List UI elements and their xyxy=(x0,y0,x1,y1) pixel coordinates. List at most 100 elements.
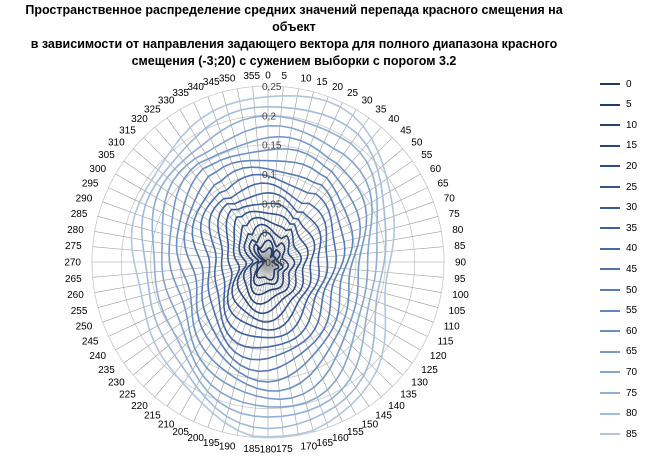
radial-tick-label: 0,2 xyxy=(262,111,276,122)
angle-tick-label: 205 xyxy=(172,427,189,438)
legend-label: 65 xyxy=(626,346,638,358)
angle-tick-label: 245 xyxy=(82,337,99,348)
series-line-15 xyxy=(242,223,296,305)
spoke-line xyxy=(193,261,269,422)
legend-label: 25 xyxy=(626,181,638,193)
spoke-line xyxy=(267,88,299,263)
angle-tick-label: 350 xyxy=(219,73,236,84)
angle-tick-label: 0 xyxy=(265,71,271,82)
spoke-line xyxy=(143,261,269,387)
angle-tick-label: 60 xyxy=(430,164,442,175)
legend-swatch xyxy=(600,186,620,188)
legend-label: 35 xyxy=(626,222,638,234)
spoke-line xyxy=(207,96,269,263)
legend-item: 25 xyxy=(600,181,637,193)
legend-label: 15 xyxy=(626,140,638,152)
angle-tick-label: 300 xyxy=(89,164,106,175)
legend-swatch xyxy=(600,247,620,250)
angle-tick-label: 265 xyxy=(65,274,82,285)
angle-tick-label: 210 xyxy=(158,419,175,430)
spoke-line xyxy=(179,109,269,263)
angle-tick-label: 25 xyxy=(347,88,359,99)
angle-tick-label: 140 xyxy=(388,401,405,412)
spoke-line xyxy=(267,148,404,263)
legend-item: 10 xyxy=(600,119,637,131)
legend-swatch xyxy=(600,227,620,230)
angle-tick-label: 130 xyxy=(411,378,428,389)
legend-item: 45 xyxy=(600,263,637,275)
angle-tick-label: 200 xyxy=(187,433,204,444)
angle-tick-label: 40 xyxy=(388,114,400,125)
legend-item: 70 xyxy=(600,366,637,378)
angle-tick-label: 125 xyxy=(421,365,438,376)
spoke-line xyxy=(267,261,444,278)
spoke-line xyxy=(115,173,269,263)
spoke-line xyxy=(267,96,329,263)
spoke-line xyxy=(102,261,269,323)
legend-label: 85 xyxy=(626,428,638,440)
legend-swatch xyxy=(600,103,620,106)
legend-swatch xyxy=(600,412,620,415)
chart-title-line-1: Пространственное распределение средних з… xyxy=(25,3,563,34)
angle-tick-label: 280 xyxy=(67,225,84,236)
angle-tick-label: 110 xyxy=(444,322,460,333)
angle-tick-label: 90 xyxy=(455,258,467,269)
angle-tick-label: 80 xyxy=(452,225,464,236)
angle-tick-label: 270 xyxy=(64,258,81,269)
angle-tick-label: 340 xyxy=(187,82,204,93)
angle-tick-label: 50 xyxy=(411,137,423,148)
spoke-line xyxy=(267,117,370,263)
angle-tick-label: 70 xyxy=(444,194,456,205)
angle-tick-label: 320 xyxy=(131,114,148,125)
spoke-line xyxy=(94,231,269,263)
spoke-line xyxy=(166,117,269,263)
angle-tick-label: 30 xyxy=(362,96,374,107)
spoke-line xyxy=(252,261,269,438)
angle-tick-label: 335 xyxy=(172,88,189,99)
angle-tick-label: 100 xyxy=(452,290,469,301)
angle-tick-label: 55 xyxy=(421,150,433,161)
angle-tick-label: 105 xyxy=(449,306,466,317)
legend-item: 75 xyxy=(600,387,637,399)
legend-label: 55 xyxy=(626,305,638,317)
angle-tick-label: 295 xyxy=(82,179,99,190)
spoke-line xyxy=(92,246,269,263)
series-line-40 xyxy=(208,182,329,349)
legend-swatch xyxy=(600,371,620,374)
spoke-line xyxy=(108,187,269,263)
spoke-line xyxy=(237,261,269,436)
series-line-10 xyxy=(248,231,290,296)
series-line-0 xyxy=(255,246,280,281)
legend-swatch xyxy=(600,330,620,333)
angle-tick-label: 185 xyxy=(243,444,260,455)
series-line-60 xyxy=(175,148,362,392)
series-line-30 xyxy=(225,202,316,331)
angle-tick-label: 115 xyxy=(438,337,454,348)
angle-tick-label: 325 xyxy=(144,104,161,115)
series-line-55 xyxy=(183,159,354,383)
spoke-line xyxy=(267,261,370,407)
legend-item: 50 xyxy=(600,284,637,296)
angle-tick-label: 15 xyxy=(316,77,328,88)
legend-item: 20 xyxy=(600,160,637,172)
legend-swatch xyxy=(600,350,620,353)
radial-tick-label: 0 xyxy=(262,229,268,240)
legend-label: 60 xyxy=(626,325,638,337)
chart-title: Пространственное распределение средних з… xyxy=(4,2,584,70)
chart-title-line-3: смещения (-3;20) с сужением выборки с по… xyxy=(131,54,457,68)
angle-tick-label: 355 xyxy=(243,71,260,82)
series-line-75 xyxy=(151,114,379,418)
legend-label: 10 xyxy=(626,119,638,131)
angle-tick-label: 345 xyxy=(203,77,220,88)
legend-swatch xyxy=(600,124,620,127)
legend-label: 70 xyxy=(626,366,638,378)
spoke-line xyxy=(267,173,421,263)
angle-tick-label: 250 xyxy=(76,322,93,333)
spoke-line xyxy=(267,261,284,438)
angle-tick-label: 120 xyxy=(430,351,447,362)
legend-item: 15 xyxy=(600,140,637,152)
legend-swatch xyxy=(600,144,620,147)
spoke-line xyxy=(267,231,442,263)
spoke-line xyxy=(267,261,357,415)
